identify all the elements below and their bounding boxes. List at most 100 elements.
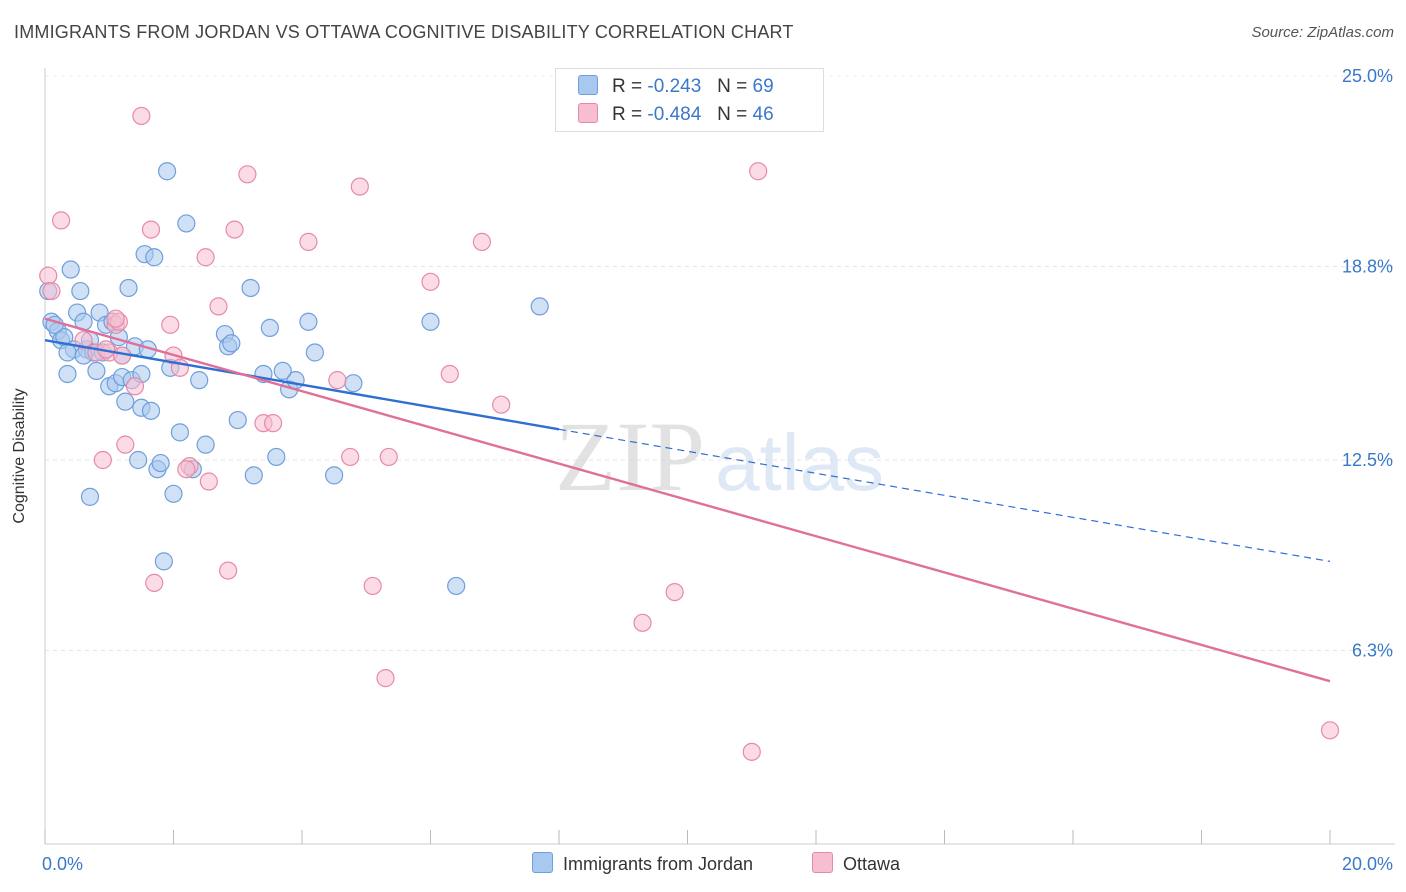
legend-swatch-ottawa — [578, 103, 598, 123]
point-jordan — [305, 343, 324, 362]
grid-lines — [45, 75, 1395, 651]
x-tick-label: 0.0% — [42, 854, 83, 874]
point-jordan — [129, 450, 148, 470]
point-jordan — [244, 466, 263, 485]
point-ottawa — [161, 315, 180, 334]
legend-row-ottawa: R = -0.484 N = 46 — [578, 103, 774, 129]
point-ottawa — [199, 472, 218, 491]
point-ottawa — [341, 447, 360, 467]
trend-line-jordan-extension — [558, 428, 1331, 562]
point-jordan — [116, 392, 135, 411]
legend-r-label: R = — [612, 104, 643, 125]
y-tick-label: 18.8% — [1342, 256, 1393, 276]
point-jordan — [145, 248, 164, 267]
point-jordan — [196, 435, 215, 454]
legend-n-value: 69 — [752, 76, 774, 97]
point-ottawa — [472, 232, 491, 251]
chart-title: IMMIGRANTS FROM JORDAN VS OTTAWA COGNITI… — [14, 22, 794, 42]
trend-lines — [44, 317, 1331, 683]
trend-line-jordan — [44, 339, 560, 431]
watermark: ZIP atlas — [555, 401, 884, 512]
point-ottawa — [42, 281, 61, 301]
point-ottawa — [125, 377, 145, 396]
point-jordan — [421, 312, 440, 331]
y-tick-label: 25.0% — [1342, 66, 1393, 86]
point-jordan — [157, 162, 177, 181]
point-jordan — [190, 371, 209, 390]
point-ottawa — [1320, 721, 1340, 740]
point-jordan — [141, 401, 161, 420]
point-ottawa — [141, 220, 161, 239]
data-points — [39, 106, 1340, 761]
trend-line-ottawa — [44, 317, 1331, 683]
point-ottawa — [145, 573, 164, 592]
point-ottawa — [633, 613, 652, 632]
point-ottawa — [219, 561, 238, 580]
point-jordan — [170, 423, 190, 442]
point-ottawa — [74, 331, 93, 350]
point-jordan — [87, 361, 106, 381]
bottom-legend-label-ottawa: Ottawa — [843, 854, 901, 874]
point-jordan — [273, 361, 292, 381]
legend-n-value: 46 — [752, 104, 774, 125]
point-jordan — [344, 374, 363, 393]
point-ottawa — [328, 371, 347, 390]
point-ottawa — [177, 460, 196, 479]
legend-swatch-jordan — [578, 75, 598, 95]
point-jordan — [228, 410, 247, 430]
source-note: Source: ZipAtlas.com — [1251, 24, 1394, 41]
point-jordan — [71, 281, 90, 301]
point-ottawa — [263, 414, 283, 433]
point-ottawa — [299, 232, 318, 251]
point-jordan — [260, 318, 279, 338]
point-ottawa — [379, 447, 398, 467]
point-jordan — [241, 278, 260, 298]
point-jordan — [58, 364, 77, 384]
point-jordan — [299, 312, 318, 331]
legend: R = -0.243 N = 69 R = -0.484 N = 46 — [555, 68, 824, 132]
point-ottawa — [421, 272, 440, 291]
point-ottawa — [749, 162, 768, 181]
watermark-atlas: atlas — [715, 418, 884, 507]
legend-n-label: N = — [717, 76, 748, 97]
point-ottawa — [350, 177, 369, 196]
point-ottawa — [376, 669, 395, 688]
bottom-legend-ottawa[interactable]: Ottawa — [812, 852, 900, 875]
point-ottawa — [225, 220, 244, 239]
point-ottawa — [93, 450, 112, 470]
point-jordan — [119, 278, 138, 298]
point-jordan — [61, 260, 80, 279]
legend-r-value: -0.484 — [647, 104, 702, 125]
bottom-legend-swatch-ottawa — [812, 852, 833, 873]
axes — [44, 68, 1395, 845]
point-ottawa — [209, 297, 228, 316]
legend-r-value: -0.243 — [647, 76, 702, 97]
bottom-legend-jordan[interactable]: Immigrants from Jordan — [532, 852, 753, 875]
point-jordan — [151, 453, 170, 473]
point-ottawa — [39, 266, 58, 285]
legend-row-jordan: R = -0.243 N = 69 — [578, 75, 774, 101]
bottom-legend-swatch-jordan — [532, 852, 553, 873]
y-tick-label: 6.3% — [1352, 640, 1393, 660]
point-jordan — [58, 343, 77, 362]
legend-n-label: N = — [717, 104, 748, 125]
point-ottawa — [363, 576, 382, 596]
point-ottawa — [492, 395, 511, 414]
point-jordan — [530, 297, 549, 316]
y-tick-label: 12.5% — [1342, 450, 1393, 470]
point-jordan — [154, 552, 173, 571]
point-jordan — [80, 487, 100, 506]
point-jordan — [222, 334, 241, 353]
point-ottawa — [106, 309, 125, 328]
point-ottawa — [238, 165, 257, 184]
point-ottawa — [665, 582, 684, 602]
point-ottawa — [742, 742, 761, 761]
point-jordan — [177, 214, 196, 233]
point-jordan — [267, 447, 286, 467]
legend-r-label: R = — [612, 76, 643, 97]
bottom-legend-label-jordan: Immigrants from Jordan — [563, 854, 754, 874]
point-jordan — [325, 466, 344, 485]
point-jordan — [164, 484, 183, 503]
tick-labels: 6.3% 12.5% 18.8% 25.0% 0.0% 20.0% — [42, 66, 1393, 874]
point-ottawa — [440, 364, 459, 384]
